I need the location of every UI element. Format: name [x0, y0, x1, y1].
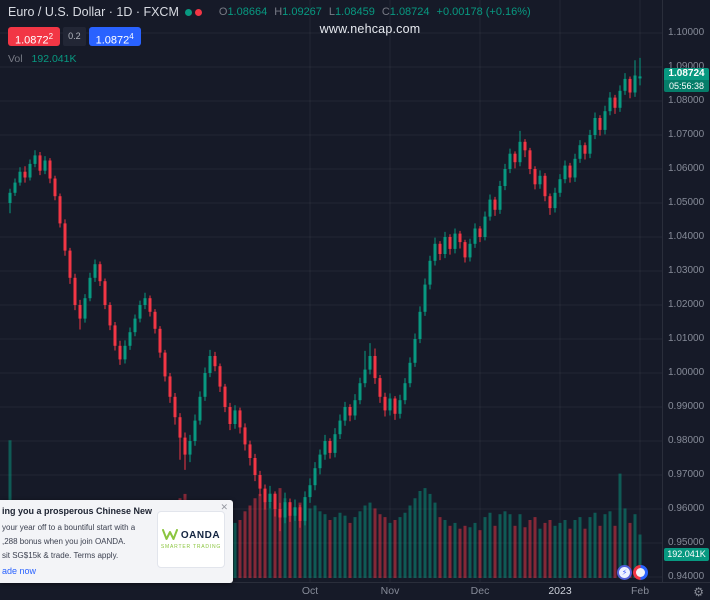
bar-countdown: 05:56:38 — [664, 80, 709, 93]
price-tick: 1.02000 — [668, 299, 705, 310]
price-tick: 0.97000 — [668, 469, 705, 480]
price-tick: 1.06000 — [668, 163, 705, 174]
low-value: 1.08459 — [335, 6, 375, 18]
change-value: +0.00178 (+0.16%) — [436, 6, 531, 18]
price-tick: 1.08000 — [668, 95, 705, 106]
price-tick: 0.98000 — [668, 435, 705, 446]
sentiment-gauge-center — [636, 568, 645, 577]
time-tick: Nov — [380, 585, 400, 597]
symbol-title[interactable]: Euro / U.S. Dollar · 1D · FXCM — [8, 5, 179, 19]
volume-axis-badge: 192.041K — [664, 548, 709, 561]
oanda-logo-tagline: SMARTER TRADING — [160, 544, 222, 550]
high-value: 1.09267 — [282, 6, 322, 18]
price-tick: 0.99000 — [668, 401, 705, 412]
sentiment-gauge-icon[interactable] — [633, 565, 648, 580]
time-axis[interactable]: Oct Nov Dec 2023 Feb — [0, 582, 710, 600]
data-status-dot-red — [194, 8, 202, 16]
oanda-logo: OANDA SMARTER TRADING — [157, 511, 225, 568]
price-tick: 0.96000 — [668, 503, 705, 514]
volume-value: 192.041K — [31, 53, 77, 65]
oanda-logo-text: OANDA — [180, 529, 221, 541]
price-tick: 1.07000 — [668, 129, 705, 140]
time-tick: Feb — [630, 585, 650, 597]
boost-lightning-icon[interactable]: ⚡ — [617, 565, 632, 580]
price-tick: 1.00000 — [668, 367, 705, 378]
chart-legend: Euro / U.S. Dollar · 1D · FXCM O1.08664 … — [8, 5, 531, 19]
price-tick: 1.05000 — [668, 197, 705, 208]
ad-trade-now-link[interactable]: ade now — [2, 566, 37, 576]
price-tick: 1.03000 — [668, 265, 705, 276]
ad-headline: ing you a prosperous Chinese New — [2, 506, 153, 516]
high-label: H — [274, 6, 283, 18]
volume-legend: Vol 192.041K — [8, 53, 77, 65]
close-label: C — [381, 6, 390, 18]
low-label: L — [328, 6, 336, 18]
ad-body-line-3: sit SG$15k & trade. Terms apply. — [2, 551, 119, 560]
oanda-logo-mark — [161, 529, 178, 540]
market-status-dot-green — [184, 8, 192, 16]
current-price: 1.08724 — [668, 68, 705, 80]
open-label: O — [218, 6, 228, 18]
price-tick: 0.94000 — [668, 571, 705, 582]
price-tick: 0.95000 — [668, 537, 705, 548]
watermark: www.nehcap.com — [319, 22, 421, 36]
ohlc-values: O1.08664 H1.09267 L1.08459 C1.08724 +0.0… — [212, 6, 531, 18]
price-tick: 1.01000 — [668, 333, 705, 344]
price-tick: 1.04000 — [668, 231, 705, 242]
sell-button[interactable]: 1.08722 — [8, 27, 61, 47]
close-value: 1.08724 — [389, 6, 430, 18]
candlestick-chart[interactable] — [0, 0, 663, 583]
price-tick: 1.10000 — [668, 27, 705, 38]
time-tick: 2023 — [548, 585, 572, 597]
settings-gear-icon[interactable]: ⚙ — [693, 585, 704, 599]
ad-body-line-2: ,288 bonus when you join OANDA. — [2, 537, 126, 546]
open-value: 1.08664 — [227, 6, 268, 18]
price-tick: 1.09000 — [668, 61, 705, 72]
time-tick: Oct — [301, 585, 319, 597]
ad-close-icon[interactable]: ✕ — [220, 502, 228, 512]
trade-buttons: 1.08722 0.2 1.08724 — [8, 27, 141, 47]
ad-banner[interactable]: ing you a prosperous Chinese New your ye… — [0, 500, 233, 583]
current-price-badge: 1.08724 05:56:38 — [664, 68, 709, 93]
spread-value: 0.2 — [63, 27, 86, 46]
buy-button[interactable]: 1.08724 — [88, 27, 141, 47]
volume-label: Vol — [8, 53, 23, 65]
time-tick: Dec — [470, 585, 490, 597]
price-axis[interactable]: 1.08724 05:56:38 192.041K 1.10000 1.09000… — [662, 0, 710, 583]
ad-body-line-1: your year off to a bountiful start with … — [2, 523, 136, 532]
